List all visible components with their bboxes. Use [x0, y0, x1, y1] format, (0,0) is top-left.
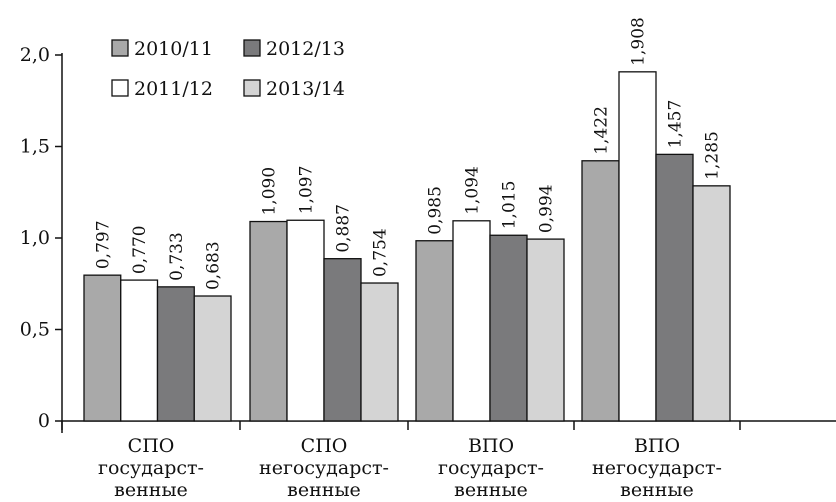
bar-value-label: 1,090 [260, 167, 280, 216]
bar [156, 286, 195, 422]
x-category-label: СПО [128, 435, 175, 457]
bar [489, 234, 528, 422]
y-tick-label: 0 [38, 410, 50, 432]
x-category-label: государст- [438, 457, 544, 479]
bar-value-label: 0,985 [426, 186, 446, 235]
bar-value-label: 0,994 [537, 184, 557, 233]
bar [415, 240, 454, 422]
legend-label: 2012/13 [266, 38, 345, 60]
bar-value-label: 1,285 [703, 131, 723, 180]
y-tick-label: 2,0 [20, 44, 50, 66]
bar [360, 282, 399, 422]
bar-value-label: 0,754 [371, 228, 391, 277]
bar [618, 71, 657, 422]
bar-value-label: 0,733 [167, 232, 187, 281]
bar [692, 185, 731, 422]
y-tick-label: 1,5 [20, 136, 50, 158]
bar-value-label: 1,908 [629, 17, 649, 66]
bar-value-label: 1,422 [592, 106, 612, 155]
bars [83, 71, 731, 422]
legend-swatch [111, 79, 129, 97]
y-tick-label: 0,5 [20, 319, 50, 341]
bar-value-label: 1,015 [500, 181, 520, 230]
x-category-label: венные [454, 479, 528, 501]
legend-label: 2013/14 [266, 78, 345, 100]
x-category-label: СПО [301, 435, 348, 457]
bar-value-label: 1,094 [463, 166, 483, 215]
bar [526, 238, 565, 422]
value-labels: 0,797 0,770 0,733 0,683 1,090 1,097 0,887 0,754… [93, 17, 722, 290]
bar-value-label: 0,683 [204, 241, 224, 290]
legend-label: 2010/11 [134, 38, 213, 60]
x-category-label: ВПО [634, 435, 680, 457]
bar [120, 279, 159, 422]
bar [581, 160, 620, 422]
bar-value-label: 0,797 [93, 220, 113, 269]
bar-value-label: 0,770 [130, 225, 150, 274]
x-category-label: венные [620, 479, 694, 501]
bar [452, 220, 491, 422]
legend-swatch [111, 39, 129, 57]
y-axis: 0 0,5 1,0 1,5 2,0 [20, 44, 63, 433]
x-category-label: государст- [98, 457, 204, 479]
bar-value-label: 1,097 [297, 166, 317, 215]
x-category-label: негосударст- [592, 457, 722, 479]
category-labels: СПОгосударст-венныеСПОнегосударст-венные… [98, 435, 722, 501]
bar [83, 274, 122, 422]
y-tick-label: 1,0 [20, 227, 50, 249]
legend-swatch [243, 39, 261, 57]
x-category-label: негосударст- [259, 457, 389, 479]
bar [193, 295, 232, 422]
bar-value-label: 1,457 [666, 100, 686, 149]
bar-value-label: 0,887 [334, 204, 354, 253]
bar [249, 220, 288, 422]
x-category-label: венные [287, 479, 361, 501]
x-category-label: ВПО [468, 435, 514, 457]
legend: 2010/11 2012/13 2011/12 2013/14 [111, 38, 345, 100]
bar [286, 219, 325, 422]
bar [323, 258, 362, 422]
legend-swatch [243, 79, 261, 97]
legend-label: 2011/12 [134, 78, 213, 100]
x-axis [61, 420, 836, 430]
bar [655, 153, 694, 422]
x-category-label: венные [114, 479, 188, 501]
